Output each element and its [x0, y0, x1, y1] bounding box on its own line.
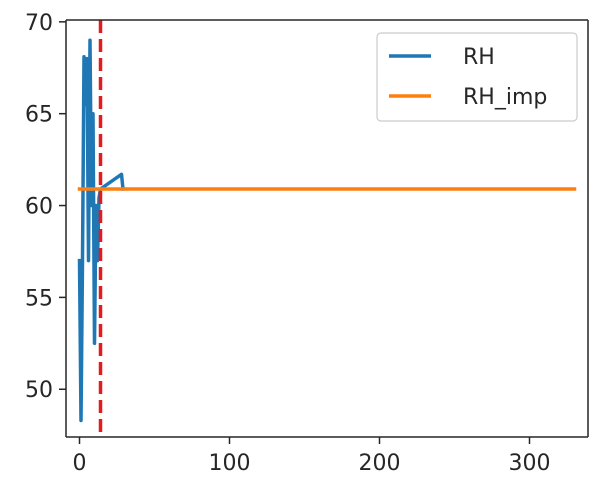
x-tick-label-300: 300	[509, 451, 551, 476]
legend-label-rh: RH	[463, 45, 495, 70]
x-tick-label-0: 0	[73, 451, 87, 476]
y-tick-label-70: 70	[25, 11, 53, 36]
x-tick-label-100: 100	[209, 451, 251, 476]
y-tick-label-60: 60	[25, 195, 53, 220]
y-tick-label-65: 65	[25, 103, 53, 128]
legend-label-rh-imp: RH_imp	[463, 85, 547, 110]
x-tick-label-200: 200	[359, 451, 401, 476]
y-tick-label-50: 50	[25, 378, 53, 403]
y-tick-label-55: 55	[25, 286, 53, 311]
